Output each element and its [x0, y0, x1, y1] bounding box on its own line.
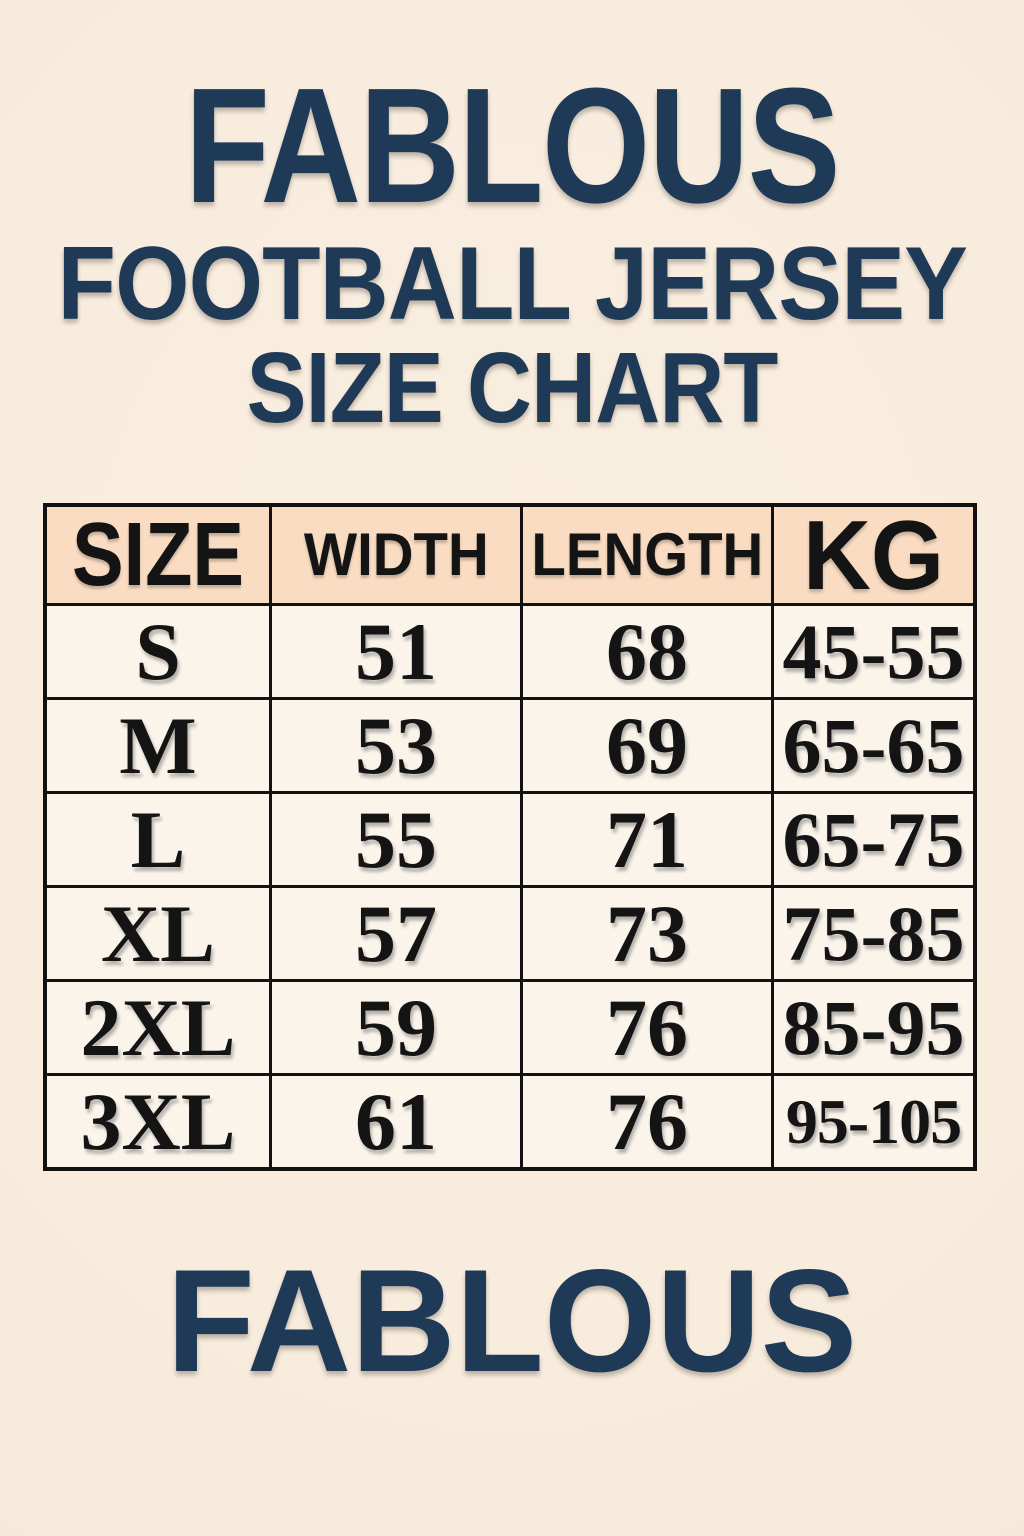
kg-cell: 45-55 [774, 606, 973, 697]
size-value: 2XL [80, 982, 236, 1073]
kg-value: 65-65 [782, 701, 965, 789]
width-value: 57 [355, 888, 437, 979]
length-value: 76 [606, 982, 688, 1073]
kg-value: 65-75 [782, 795, 965, 883]
size-cell: XL [47, 888, 269, 979]
kg-cell: 65-65 [774, 700, 973, 791]
size-value: M [119, 700, 197, 791]
header-width-label: WIDTH [303, 521, 489, 588]
length-cell: 76 [523, 1076, 771, 1167]
kg-value: 85-95 [782, 983, 965, 1071]
width-value: 59 [355, 982, 437, 1073]
header-cell-size: SIZE [47, 507, 269, 603]
footer-brand: FABLOUS [0, 1248, 1024, 1394]
size-value: S [135, 606, 181, 697]
length-value: 76 [606, 1076, 688, 1167]
header-cell-kg: KG [774, 507, 973, 603]
length-cell: 68 [523, 606, 771, 697]
size-cell: M [47, 700, 269, 791]
width-value: 53 [355, 700, 437, 791]
size-cell: S [47, 606, 269, 697]
width-cell: 53 [272, 700, 520, 791]
width-value: 61 [355, 1076, 437, 1167]
size-chart-table: SIZE WIDTH LENGTH KG S 51 68 45-55 M 53 … [43, 503, 977, 1171]
length-value: 71 [606, 794, 688, 885]
size-value: XL [101, 888, 215, 979]
width-cell: 57 [272, 888, 520, 979]
width-cell: 61 [272, 1076, 520, 1167]
header-length-label: LENGTH [531, 521, 763, 588]
header-cell-length: LENGTH [523, 507, 771, 603]
kg-cell: 65-75 [774, 794, 973, 885]
footer-brand-text: FABLOUS [166, 1239, 858, 1402]
size-value: 3XL [80, 1076, 236, 1167]
width-cell: 55 [272, 794, 520, 885]
length-cell: 69 [523, 700, 771, 791]
size-cell: 3XL [47, 1076, 269, 1167]
kg-cell: 75-85 [774, 888, 973, 979]
brand-title-text: FABLOUS [184, 54, 841, 237]
length-value: 69 [606, 700, 688, 791]
subtitle-line2-text: SIZE CHART [246, 332, 779, 444]
length-value: 73 [606, 888, 688, 979]
header-kg-label: KG [802, 507, 945, 603]
length-value: 68 [606, 606, 688, 697]
size-value: L [130, 794, 186, 885]
subtitle-line1-text: FOOTBALL JERSEY [57, 226, 967, 342]
kg-value: 75-85 [782, 889, 965, 977]
subtitle-line2: SIZE CHART [0, 338, 1024, 438]
width-value: 55 [355, 794, 437, 885]
header-size-label: SIZE [71, 507, 245, 603]
header-cell-width: WIDTH [272, 507, 520, 603]
kg-cell: 95-105 [774, 1076, 973, 1167]
brand-title: FABLOUS [0, 64, 1024, 228]
kg-value: 95-105 [785, 1085, 962, 1157]
size-cell: L [47, 794, 269, 885]
size-cell: 2XL [47, 982, 269, 1073]
length-cell: 76 [523, 982, 771, 1073]
width-value: 51 [355, 606, 437, 697]
length-cell: 73 [523, 888, 771, 979]
width-cell: 51 [272, 606, 520, 697]
kg-cell: 85-95 [774, 982, 973, 1073]
subtitle-line1: FOOTBALL JERSEY [0, 232, 1024, 336]
width-cell: 59 [272, 982, 520, 1073]
kg-value: 45-55 [782, 607, 965, 695]
length-cell: 71 [523, 794, 771, 885]
